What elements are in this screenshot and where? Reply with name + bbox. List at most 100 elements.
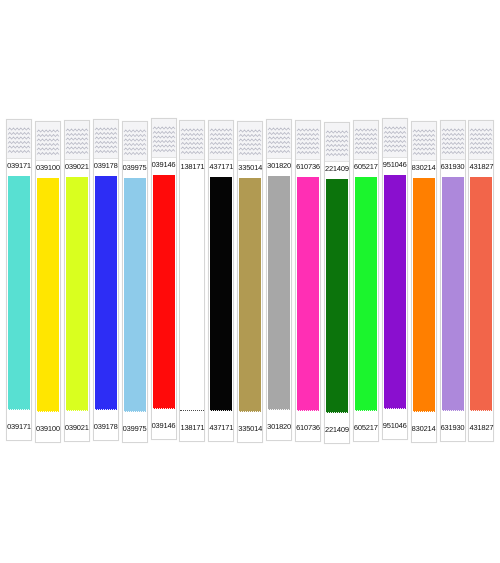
security-cut-pattern (123, 129, 146, 156)
wristband-color-strip (470, 177, 493, 411)
wristband-number-top: 830214 (411, 163, 436, 172)
security-cut-pattern (354, 128, 378, 155)
wristband-number-top: 610736 (296, 162, 320, 171)
wristband-number-bottom: 039146 (151, 421, 176, 430)
security-cut-pattern (181, 128, 204, 155)
wristband-stub (181, 411, 204, 440)
security-cut-pattern (7, 127, 31, 154)
wristband-tab (151, 119, 176, 158)
wristband-number-top: 951046 (382, 160, 407, 169)
wristband-stub (239, 412, 262, 441)
wristband-perforation (324, 412, 349, 413)
wristband-number-bottom: 335014 (238, 424, 263, 433)
wristband-tab (122, 122, 147, 161)
wristband-color-strip (412, 178, 435, 412)
wristband-tab (411, 122, 436, 161)
wristband-number-bottom: 631930 (440, 423, 465, 432)
wristband-number-top: 335014 (238, 163, 263, 172)
wristband-number-bottom: 605217 (353, 423, 378, 432)
wristband: 437171 437171 (208, 120, 235, 442)
wristband-number-top: 221409 (324, 164, 349, 173)
wristband-number-bottom: 610736 (296, 423, 320, 432)
security-cut-pattern (441, 128, 464, 155)
wristband-number-bottom: 039178 (93, 422, 118, 431)
wristband-stub (268, 410, 291, 439)
wristband-color-strip (383, 175, 406, 409)
wristband-number-bottom: 039171 (7, 422, 31, 431)
wristband: 221409 221409 (323, 122, 350, 444)
wristband-number-top: 605217 (353, 162, 378, 171)
wristband: 039975 039975 (121, 121, 148, 443)
wristband-perforation (411, 411, 436, 412)
wristband-color-strip (210, 177, 233, 411)
wristband-perforation (353, 410, 378, 411)
wristband-tab (64, 121, 89, 160)
wristband-number-top: 631930 (440, 162, 465, 171)
wristband-number-top: 039975 (122, 163, 147, 172)
wristband-perforation (93, 409, 118, 410)
wristband-color-strip (297, 177, 319, 411)
wristband-stub (210, 411, 233, 440)
wristband-tab (35, 122, 60, 161)
wristband-color-strip (325, 179, 348, 413)
wristband-tab (440, 121, 465, 160)
wristband-stub (470, 411, 493, 440)
wristband-color-strip (65, 177, 88, 411)
wristband-number-bottom: 039975 (122, 424, 147, 433)
wristband-perforation (440, 410, 465, 411)
wristband-number-bottom: 138171 (180, 423, 205, 432)
wristband-tab (296, 121, 320, 160)
wristband-stub (152, 409, 175, 438)
wristband-tab (209, 121, 234, 160)
wristband-color-strip (441, 177, 464, 411)
wristband-number-bottom: 830214 (411, 424, 436, 433)
wristband-perforation (209, 410, 234, 411)
wristband-tab (238, 122, 263, 161)
wristband-stub (325, 413, 348, 442)
wristband-tab (324, 123, 349, 162)
security-cut-pattern (383, 126, 407, 153)
wristband-stub (123, 412, 146, 441)
wristband-number-bottom: 431827 (469, 423, 494, 432)
wristband-perforation (296, 410, 320, 411)
wristband-number-top: 437171 (209, 162, 234, 171)
security-cut-pattern (238, 129, 262, 156)
wristband-color-strip (354, 177, 377, 411)
wristband-tab (382, 119, 407, 158)
wristband-stub (441, 411, 464, 440)
wristband-perforation (35, 411, 60, 412)
wristband: 039146 039146 (150, 118, 177, 440)
wristband-stub (297, 411, 319, 440)
wristband-perforation (469, 410, 494, 411)
wristband-number-top: 039021 (64, 162, 89, 171)
wristband-tab (93, 120, 118, 159)
wristband: 039021 039021 (63, 120, 90, 442)
wristband-color-strip (123, 178, 146, 412)
wristband-number-top: 301820 (267, 161, 291, 170)
wristband-perforation (180, 410, 205, 411)
wristband: 039178 039178 (92, 119, 119, 441)
security-cut-pattern (470, 128, 493, 155)
wristband-stub (383, 409, 406, 438)
wristband-perforation (122, 411, 147, 412)
wristband: 039100 039100 (34, 121, 61, 443)
wristband-number-bottom: 301820 (267, 422, 291, 431)
wristband: 610736 610736 (295, 120, 321, 442)
security-cut-pattern (94, 127, 118, 154)
wristband-stub (354, 411, 377, 440)
wristband-stub (412, 412, 435, 441)
wristband-stub (94, 410, 117, 439)
wristband-tab (267, 120, 292, 159)
wristband-number-bottom: 221409 (324, 425, 349, 434)
wristband-perforation (64, 410, 89, 411)
wristband-tab (180, 121, 205, 160)
wristband-stub (36, 412, 59, 441)
wristband-number-bottom: 039100 (35, 424, 60, 433)
security-cut-pattern (412, 129, 435, 156)
wristband: 830214 830214 (410, 121, 437, 443)
wristband-color-strip (239, 178, 262, 412)
wristband-color-strip (152, 175, 175, 409)
wristband: 631930 631930 (439, 120, 466, 442)
wristband-number-top: 039171 (7, 161, 31, 170)
